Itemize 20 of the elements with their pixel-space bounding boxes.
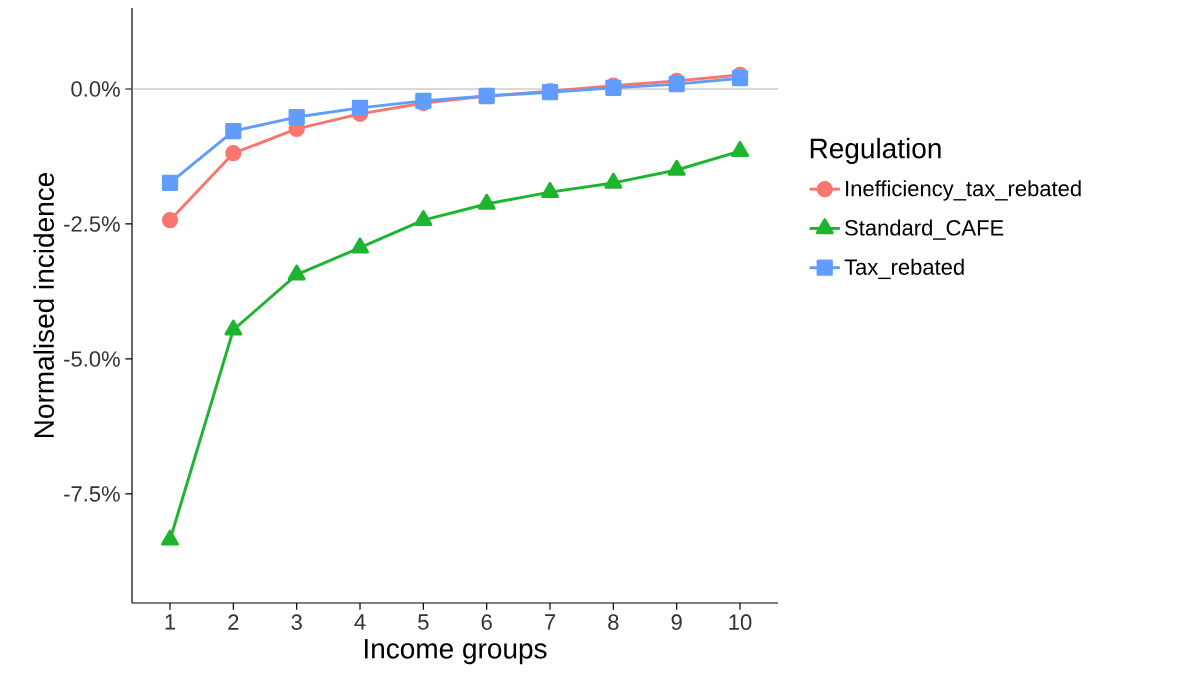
x-tick-label: 1 [165, 614, 176, 630]
legend-label: Inefficiency_tax_rebated [846, 180, 1081, 201]
y-tick-label: 0.0% [71, 81, 120, 97]
x-tick-label: 10 [729, 614, 752, 630]
x-tick-label: 3 [291, 614, 302, 630]
x-tick-label: 4 [354, 614, 366, 630]
x-axis-title: Income groups [365, 639, 547, 665]
x-tick-label: 8 [608, 614, 619, 630]
y-tick-label: -2.5% [64, 216, 120, 232]
y-axis-title: Normalised incidence [33, 172, 55, 438]
legend-label: Tax_rebated [844, 258, 964, 280]
x-tick-label: 5 [418, 614, 429, 630]
x-tick-label: 6 [481, 614, 492, 630]
legend-label: Standard_CAFE [845, 219, 1004, 240]
x-tick-label: 2 [228, 614, 239, 630]
y-tick-label: -5.0% [64, 351, 120, 367]
y-tick-label: -7.5% [64, 486, 120, 502]
x-tick-label: 7 [545, 614, 556, 630]
x-tick-label: 9 [671, 614, 682, 630]
legend-title: Regulation [810, 137, 941, 164]
